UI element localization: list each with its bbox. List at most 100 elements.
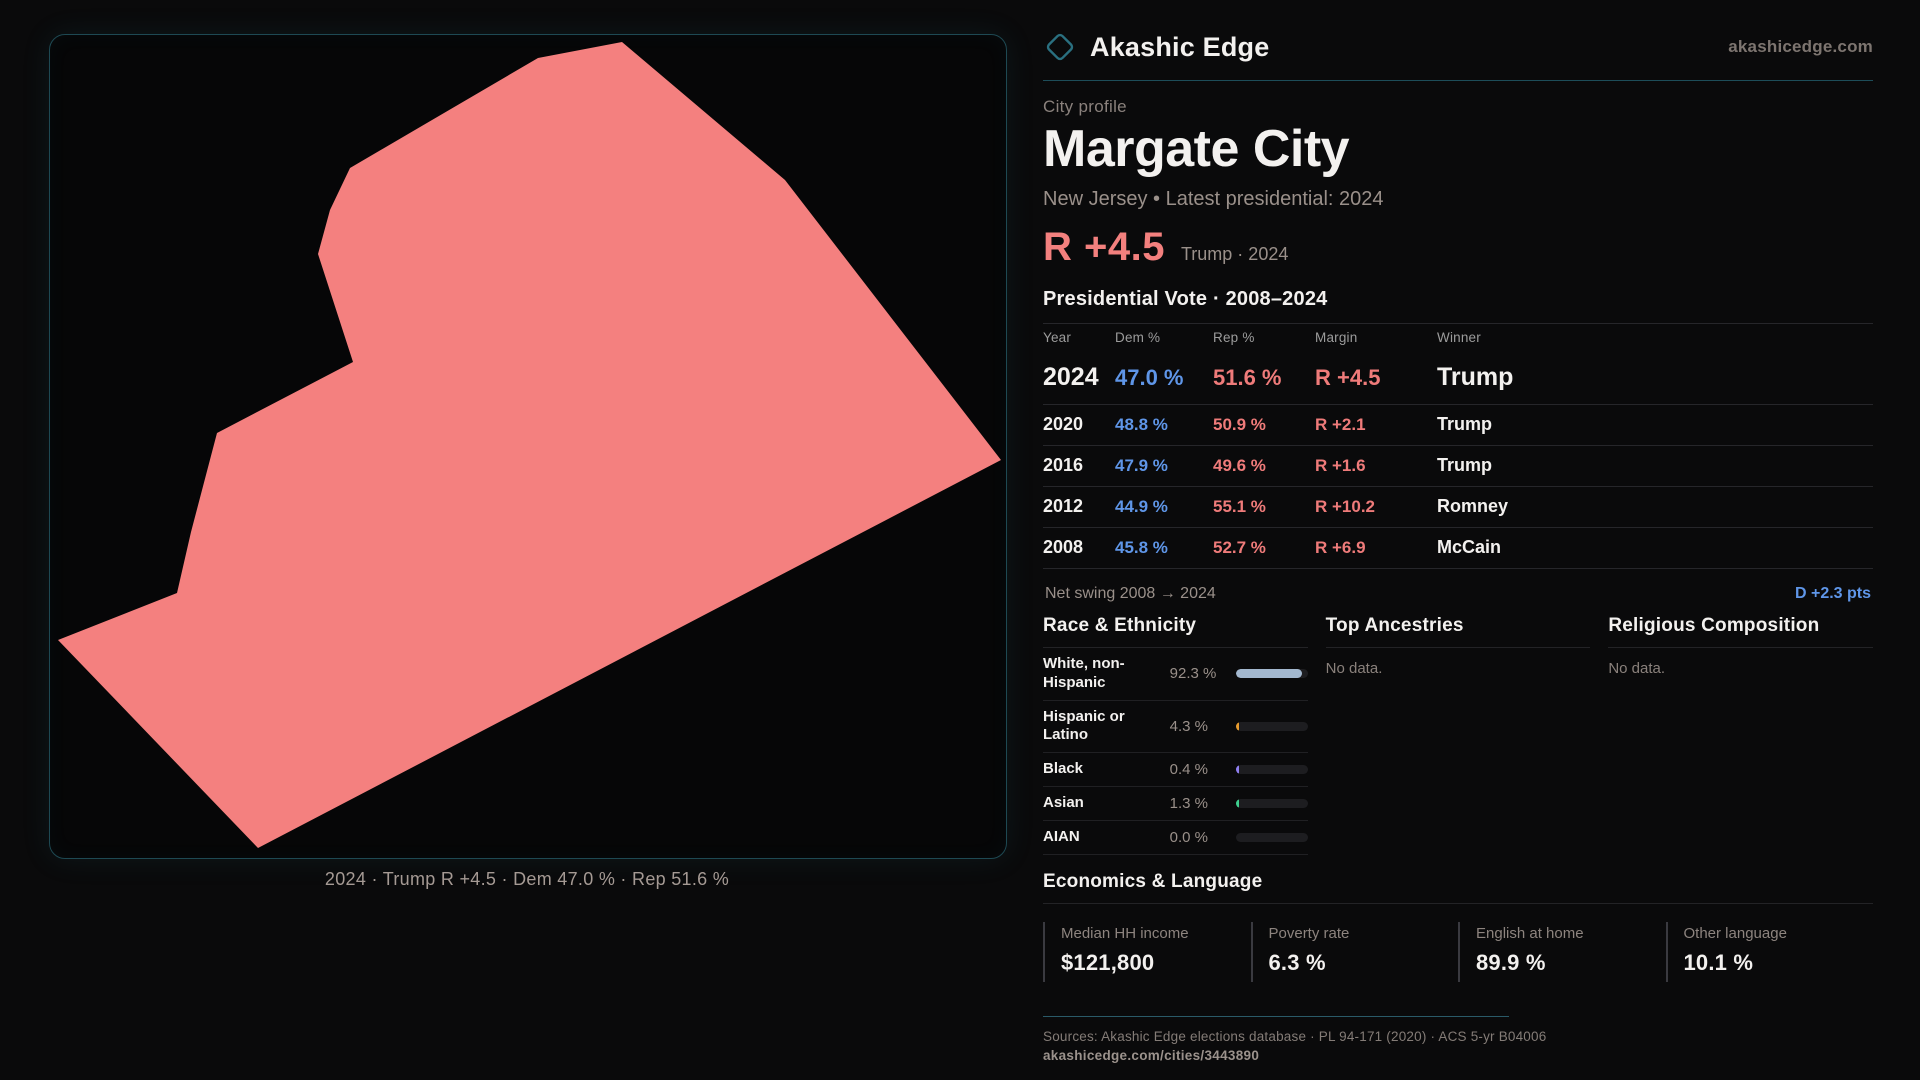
footer: Sources: Akashic Edge elections database…: [1043, 1016, 1873, 1063]
stat-cell: Poverty rate 6.3 %: [1250, 922, 1459, 983]
net-swing-row: Net swing 2008 → 2024 D +2.3 pts: [1043, 569, 1873, 609]
brand-domain-link[interactable]: akashicedge.com: [1728, 37, 1873, 56]
stat-cell: English at home 89.9 %: [1458, 922, 1666, 983]
margin-cell: R +6.9: [1315, 538, 1366, 558]
dem-share-cell: 47.9 %: [1115, 456, 1168, 476]
net-swing-value: D +2.3 pts: [1794, 585, 1871, 603]
dem-share-cell: 44.9 %: [1115, 497, 1168, 517]
page-subtitle: New Jersey • Latest presidential: 2024: [1043, 188, 1384, 211]
kicker-label: City profile: [1043, 97, 1127, 116]
headline-margin-value: R +4.5: [1043, 225, 1165, 270]
race-label: AIAN: [1043, 828, 1080, 846]
winner-cell: McCain: [1437, 537, 1502, 558]
race-bar-track: [1235, 765, 1308, 775]
rep-share-cell: 52.7 %: [1213, 538, 1266, 558]
demographics-grid: Race & Ethnicity White, non-Hispanic 92.…: [1043, 615, 1873, 856]
column-header-winner: Winner: [1437, 330, 1481, 346]
race-row: White, non-Hispanic 92.3 %: [1043, 648, 1308, 701]
city-profile-panel: Akashic Edge akashicedge.com City profil…: [1043, 22, 1873, 1063]
race-value: 0.4 %: [1169, 761, 1209, 779]
race-value: 4.3 %: [1169, 717, 1209, 735]
religion-empty-state: No data.: [1608, 660, 1666, 678]
race-row: Asian 1.3 %: [1043, 787, 1308, 822]
margin-cell: R +4.5: [1315, 365, 1381, 391]
rep-share-cell: 55.1 %: [1213, 497, 1266, 517]
race-value: 1.3 %: [1169, 795, 1209, 813]
stat-cell: Median HH income $121,800: [1043, 922, 1251, 983]
economics-stats-row: Median HH income $121,800 Poverty rate 6…: [1043, 922, 1874, 983]
vote-section-title: Presidential Vote · 2008–2024: [1043, 288, 1328, 311]
race-bar-track: [1235, 669, 1308, 679]
race-ethnicity-title: Race & Ethnicity: [1043, 615, 1308, 649]
table-row: 2024 47.0 % 51.6 % R +4.5 Trump: [1043, 353, 1873, 406]
stat-value: 89.9 %: [1476, 950, 1546, 976]
city-boundary-map-panel: [49, 34, 1007, 859]
column-header-dem: Dem %: [1115, 330, 1161, 346]
race-label: Asian: [1043, 794, 1084, 812]
margin-cell: R +1.6: [1315, 456, 1366, 476]
dem-share-cell: 45.8 %: [1115, 538, 1168, 558]
stat-label: English at home: [1476, 925, 1584, 943]
rep-share-cell: 50.9 %: [1213, 415, 1266, 435]
margin-cell: R +10.2: [1315, 497, 1376, 517]
column-header-year: Year: [1043, 330, 1072, 346]
ancestries-title: Top Ancestries: [1325, 615, 1591, 649]
net-swing-label: Net swing 2008 → 2024: [1045, 585, 1216, 603]
stat-label: Poverty rate: [1268, 925, 1350, 943]
race-bar-track: [1235, 721, 1308, 731]
margin-cell: R +2.1: [1315, 415, 1366, 435]
race-ethnicity-column: Race & Ethnicity White, non-Hispanic 92.…: [1043, 615, 1308, 856]
race-label: White, non-Hispanic: [1043, 655, 1125, 691]
year-cell: 2016: [1043, 455, 1084, 476]
religion-column: Religious Composition No data.: [1608, 615, 1873, 855]
table-body: 2024 47.0 % 51.6 % R +4.5 Trump 2020 48.…: [1043, 353, 1873, 570]
column-header-margin: Margin: [1315, 330, 1358, 346]
table-row: 2008 45.8 % 52.7 % R +6.9 McCain: [1043, 528, 1873, 570]
table-header-row: Year Dem % Rep % Margin Winner: [1043, 324, 1873, 353]
presidential-vote-table: Year Dem % Rep % Margin Winner 2024 47.0…: [1043, 323, 1873, 570]
year-cell: 2020: [1043, 414, 1084, 435]
winner-cell: Romney: [1437, 496, 1509, 517]
ancestries-empty-state: No data.: [1325, 660, 1383, 678]
race-bar-track: [1235, 833, 1308, 843]
map-caption: 2024 · Trump R +4.5 · Dem 47.0 % · Rep 5…: [324, 869, 730, 889]
rep-share-cell: 51.6 %: [1213, 365, 1282, 391]
table-row: 2016 47.9 % 49.6 % R +1.6 Trump: [1043, 446, 1873, 488]
race-bar-fill: [1235, 765, 1239, 775]
race-label: Black: [1043, 760, 1084, 778]
diamond-logo-icon: [1043, 30, 1077, 64]
year-cell: 2024: [1043, 363, 1099, 392]
winner-cell: Trump: [1437, 414, 1493, 435]
religion-title: Religious Composition: [1608, 615, 1873, 649]
city-boundary-polygon: [58, 42, 1001, 848]
race-label: Hispanic or Latino: [1043, 707, 1125, 744]
year-cell: 2012: [1043, 496, 1084, 517]
race-bar-fill: [1235, 721, 1239, 731]
race-bar-fill: [1235, 799, 1239, 809]
economics-title: Economics & Language: [1043, 871, 1873, 905]
column-header-rep: Rep %: [1213, 330, 1255, 346]
stat-value: 10.1 %: [1683, 950, 1754, 976]
rep-share-cell: 49.6 %: [1213, 456, 1266, 476]
race-row: AIAN 0.0 %: [1043, 821, 1308, 856]
race-value: 0.0 %: [1169, 829, 1209, 847]
race-value: 92.3 %: [1169, 665, 1217, 683]
race-ethnicity-list: White, non-Hispanic 92.3 % Hispanic or L…: [1043, 648, 1308, 856]
footer-divider: [1043, 1016, 1509, 1018]
permalink-link[interactable]: akashicedge.com/cities/3443890: [1043, 1048, 1260, 1064]
stat-value: $121,800: [1061, 950, 1155, 976]
stat-label: Median HH income: [1061, 925, 1189, 943]
ancestries-column: Top Ancestries No data.: [1325, 615, 1591, 855]
stat-value: 6.3 %: [1268, 950, 1326, 976]
headline-context: Trump · 2024: [1180, 244, 1289, 265]
race-bar-fill: [1235, 669, 1303, 679]
stat-label: Other language: [1683, 925, 1787, 943]
race-bar-track: [1235, 799, 1308, 809]
winner-cell: Trump: [1437, 455, 1493, 476]
page-title: Margate City: [1043, 120, 1350, 178]
stat-cell: Other language 10.1 %: [1665, 922, 1874, 983]
brand-name: Akashic Edge: [1090, 31, 1270, 62]
sources-text: Sources: Akashic Edge elections database…: [1043, 1029, 1547, 1045]
race-row: Hispanic or Latino 4.3 %: [1043, 701, 1308, 754]
year-cell: 2008: [1043, 537, 1084, 558]
